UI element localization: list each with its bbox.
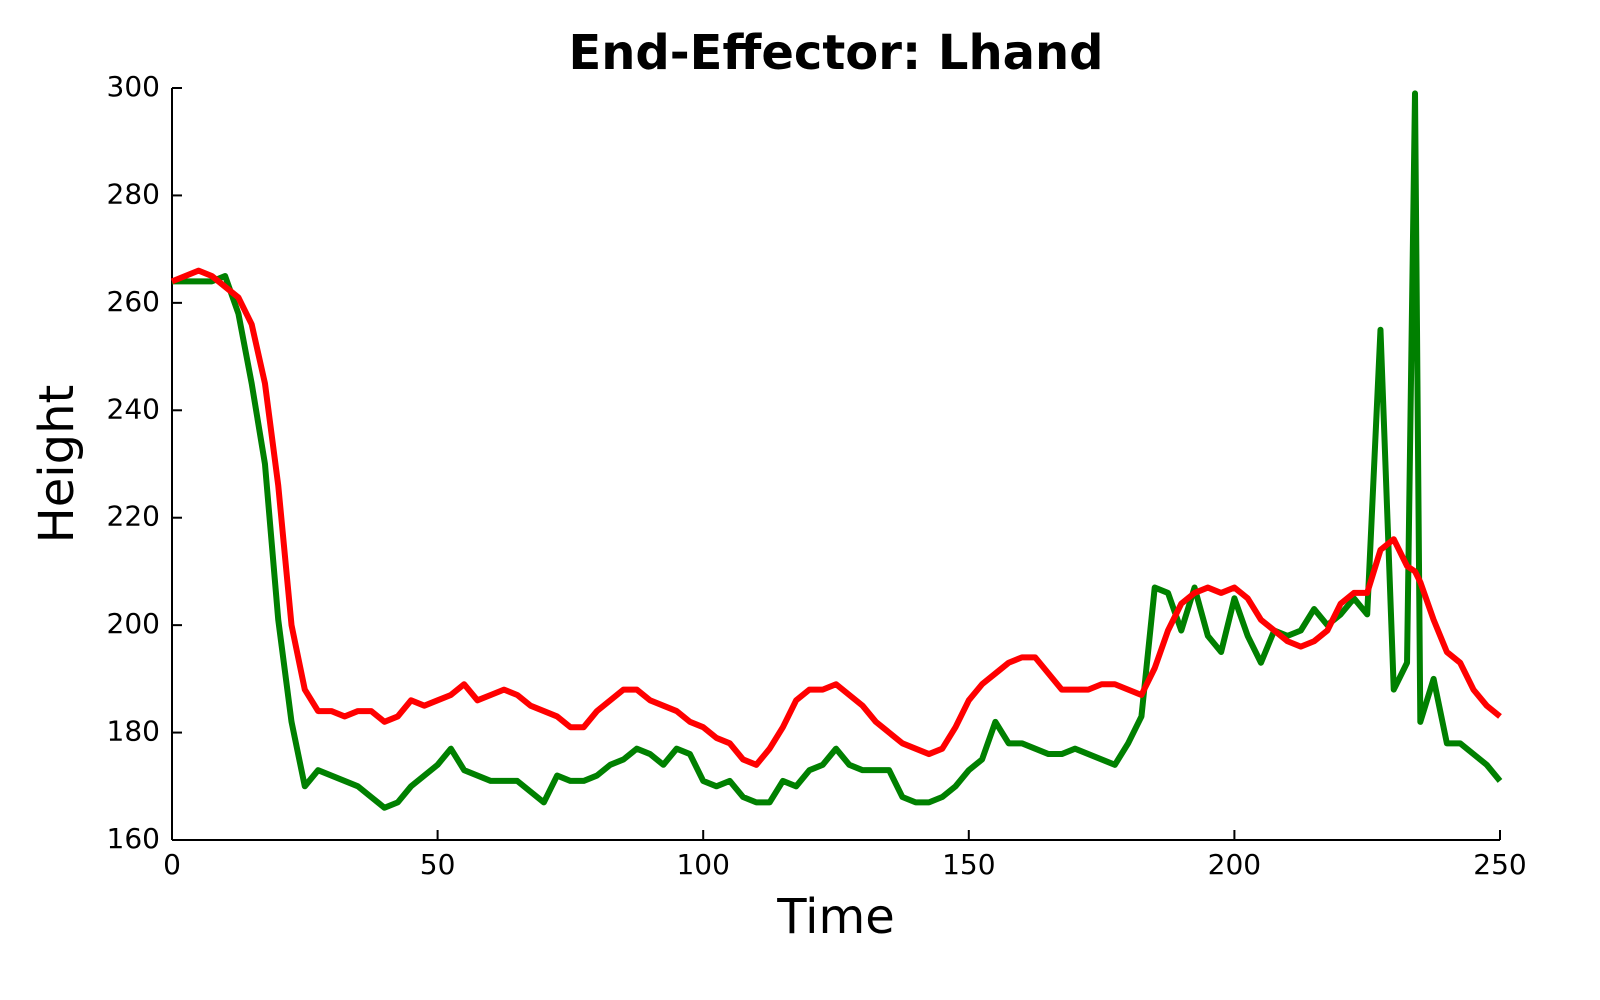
- y-tick-label: 180: [107, 715, 160, 748]
- x-tick-label: 50: [420, 848, 456, 881]
- x-tick-label: 0: [163, 848, 181, 881]
- y-tick-label: 280: [107, 177, 160, 210]
- chart-title: End-Effector: Lhand: [568, 25, 1103, 81]
- data-line: [172, 90, 1503, 811]
- y-tick-label: 300: [107, 70, 160, 103]
- y-tick-label: 240: [107, 392, 160, 425]
- y-tick-label: 160: [107, 822, 160, 855]
- y-tick-label: 260: [107, 285, 160, 318]
- y-tick-label: 200: [107, 607, 160, 640]
- y-axis-label: Height: [29, 385, 85, 544]
- x-tick-label: 200: [1208, 848, 1261, 881]
- y-tick-label: 220: [107, 500, 160, 533]
- data-line: [170, 267, 1502, 768]
- x-tick-label: 250: [1473, 848, 1526, 881]
- x-tick-label: 150: [942, 848, 995, 881]
- x-tick-label: 100: [676, 848, 729, 881]
- x-axis-label: Time: [776, 889, 894, 945]
